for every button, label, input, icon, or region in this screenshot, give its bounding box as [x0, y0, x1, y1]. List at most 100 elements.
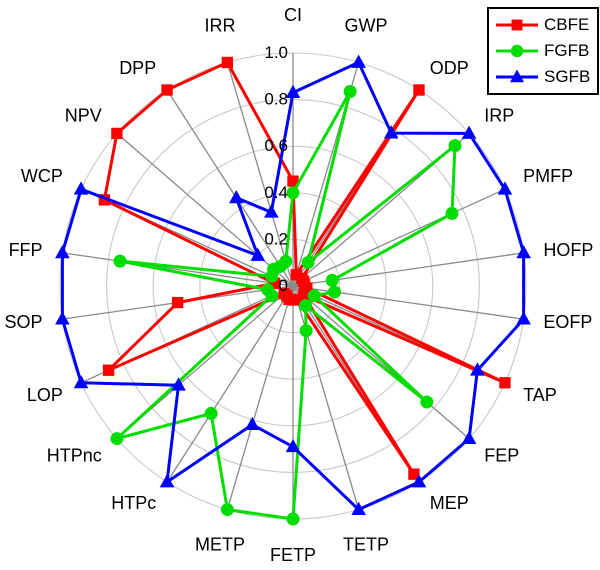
- axis-spoke-FEP: [292, 285, 470, 440]
- series-FGFB: [110, 85, 462, 526]
- series-line-FGFB: [115, 90, 457, 521]
- legend-triangle-swatch-icon: [496, 69, 538, 83]
- circle-marker-icon: [279, 254, 293, 268]
- circle-marker-icon: [204, 406, 218, 420]
- triangle-marker-icon: [73, 181, 89, 195]
- axis-spoke-DPP: [166, 89, 294, 287]
- square-marker-icon: [408, 468, 420, 480]
- axis-spoke-TETP: [292, 285, 360, 510]
- circle-marker-icon: [113, 254, 127, 268]
- axis-label-SOP: SOP: [5, 312, 43, 332]
- tick-label-0.6: 0.6: [264, 136, 288, 155]
- circle-marker-icon: [299, 324, 313, 338]
- triangle-marker-icon: [497, 181, 513, 195]
- tick-label-0.8: 0.8: [264, 90, 288, 109]
- axis-label-HTPnc: HTPnc: [47, 446, 102, 466]
- triangle-marker-icon: [229, 189, 244, 204]
- circle-marker-icon: [110, 432, 124, 446]
- axis-label-IRP: IRP: [484, 105, 514, 125]
- tick-label-0.2: 0.2: [264, 229, 288, 248]
- series-CBFE: [98, 56, 511, 480]
- triangle-marker-icon: [285, 84, 301, 99]
- circle-marker-icon: [286, 512, 300, 526]
- square-marker-icon: [172, 296, 184, 309]
- circle-marker-icon: [261, 283, 275, 297]
- triangle-marker-icon: [461, 430, 477, 444]
- triangle-marker-icon: [55, 245, 70, 259]
- axis-label-GWP: GWP: [344, 15, 387, 35]
- triangle-marker-icon: [351, 54, 366, 68]
- axis-label-PMFP: PMFP: [523, 166, 573, 186]
- axis-label-MEP: MEP: [430, 493, 469, 513]
- legend: CBFE FGFB SGFB: [487, 7, 600, 95]
- square-marker-icon: [413, 84, 425, 96]
- axis-spoke-EOFP: [292, 285, 524, 320]
- circle-marker-icon: [445, 206, 459, 220]
- tick-label-0.4: 0.4: [264, 183, 288, 202]
- circle-marker-icon: [510, 44, 524, 58]
- axis-spoke-IRR: [226, 62, 294, 287]
- triangle-marker-icon: [470, 362, 485, 376]
- axis-spoke-METP: [226, 285, 294, 510]
- square-marker-icon: [511, 19, 523, 31]
- axis-label-TAP: TAP: [523, 385, 557, 405]
- axis-label-WCP: WCP: [21, 166, 63, 186]
- square-marker-icon: [111, 127, 123, 140]
- triangle-marker-icon: [171, 377, 186, 391]
- circle-marker-icon: [343, 85, 357, 98]
- legend-item-FGFB: FGFB: [495, 39, 590, 63]
- axis-label-ODP: ODP: [430, 58, 469, 78]
- triangle-marker-icon: [55, 311, 70, 325]
- axis-spoke-PMFP: [292, 188, 506, 287]
- axis-label-DPP: DPP: [119, 58, 156, 78]
- axis-label-LOP: LOP: [27, 385, 63, 405]
- legend-circle-swatch-icon: [496, 44, 538, 58]
- triangle-marker-icon: [461, 125, 477, 139]
- square-marker-icon: [287, 175, 299, 187]
- circle-marker-icon: [286, 186, 300, 200]
- axis-label-EOFP: EOFP: [543, 312, 592, 332]
- square-marker-icon: [221, 56, 234, 69]
- legend-item-CBFE: CBFE: [495, 13, 590, 37]
- triangle-marker-icon: [351, 501, 366, 515]
- axis-label-HTPc: HTPc: [111, 493, 156, 513]
- square-marker-icon: [102, 364, 115, 376]
- axis-label-FETP: FETP: [270, 545, 316, 565]
- triangle-marker-icon: [264, 204, 279, 218]
- square-marker-icon: [278, 287, 290, 300]
- axis-label-FFP: FFP: [9, 240, 43, 260]
- circle-marker-icon: [307, 289, 321, 303]
- circle-marker-icon: [448, 139, 462, 153]
- triangle-marker-icon: [245, 416, 260, 431]
- square-marker-icon: [499, 377, 511, 389]
- circle-marker-icon: [299, 299, 313, 313]
- axis-spoke-FFP: [62, 252, 294, 287]
- triangle-marker-icon: [516, 245, 531, 259]
- legend-square-swatch-icon: [496, 19, 538, 31]
- tick-label-0: 0: [279, 276, 288, 295]
- series-SGFB: [55, 54, 531, 515]
- axis-label-HOFP: HOFP: [543, 240, 593, 260]
- legend-label: FGFB: [544, 41, 590, 60]
- square-marker-icon: [301, 282, 313, 294]
- circle-marker-icon: [220, 503, 234, 517]
- legend-item-SGFB: SGFB: [495, 65, 590, 89]
- triangle-marker-icon: [285, 438, 301, 453]
- square-marker-icon: [297, 289, 310, 301]
- legend-label: CBFE: [544, 15, 590, 34]
- triangle-marker-icon: [509, 69, 525, 83]
- triangle-marker-icon: [73, 374, 89, 389]
- axis-label-IRR: IRR: [205, 15, 236, 35]
- axis-label-NPV: NPV: [65, 105, 102, 125]
- axis-label-METP: METP: [195, 535, 245, 555]
- axis-label-FEP: FEP: [484, 446, 519, 466]
- axis-label-CI: CI: [284, 5, 302, 25]
- axis-label-TETP: TETP: [343, 535, 389, 555]
- circle-marker-icon: [420, 395, 434, 409]
- triangle-marker-icon: [250, 247, 266, 261]
- axis-spoke-HTPc: [166, 285, 294, 483]
- legend-label: SGFB: [544, 67, 591, 86]
- square-marker-icon: [161, 84, 173, 96]
- triangle-marker-icon: [411, 474, 427, 488]
